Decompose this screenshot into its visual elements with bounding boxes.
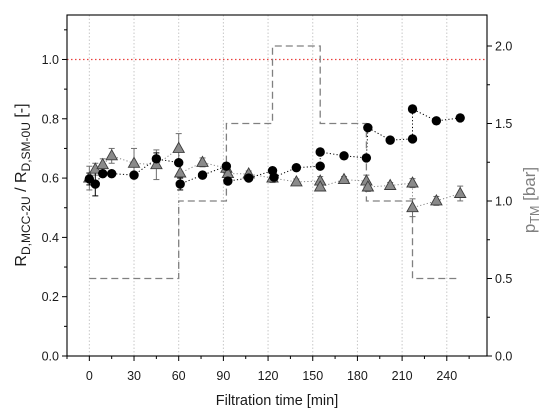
- y-right-tick-label: 0.0: [495, 350, 512, 364]
- circle-marker: [455, 113, 465, 123]
- circle-marker: [361, 153, 372, 163]
- gridlines: [88, 15, 448, 356]
- triangle-marker: [406, 200, 419, 213]
- x-tick-label: 30: [127, 369, 141, 383]
- y-left-tick-label: 0.8: [42, 112, 59, 126]
- y-right-tick-label: 2.0: [495, 40, 512, 54]
- circle-marker: [221, 161, 232, 171]
- x-tick-label: 0: [86, 369, 93, 383]
- y-axis-right-title-subscript: TM: [528, 206, 542, 224]
- circle-marker: [106, 168, 117, 179]
- triangle-marker: [105, 148, 119, 161]
- x-tick-label: 120: [258, 369, 279, 383]
- y-axis-right-title-part: [bar]: [520, 167, 539, 206]
- triangle-series-line: [88, 147, 461, 209]
- triangle-marker: [383, 178, 397, 190]
- circle-marker: [407, 134, 418, 144]
- x-axis-title: Filtration time [min]: [216, 393, 338, 409]
- triangle-marker: [337, 172, 351, 185]
- x-tick-label: 180: [347, 369, 368, 383]
- circle-marker: [315, 147, 325, 157]
- triangle-marker: [196, 155, 209, 167]
- tick-labels: 0 30 60 90 120 150 180 210 240 0.0 0.2 0.4 0.6 0.8 1.0…: [42, 40, 513, 384]
- triangle-marker: [361, 180, 375, 192]
- y-axis-left-title-part: [-]: [13, 103, 30, 122]
- triangle-marker: [453, 186, 467, 198]
- axis-ticks: [62, 29, 492, 361]
- triangle-marker: [96, 157, 110, 170]
- y-axis-left-title-subscript: D,MCC-2U: [19, 196, 33, 255]
- triangle-marker: [430, 193, 443, 206]
- y-left-tick-label: 0.0: [42, 350, 59, 364]
- circle-marker: [151, 154, 162, 164]
- circle-marker: [291, 163, 302, 173]
- y-axis-left-title: RD,MCC-2U / RD,SM-0U [-]: [13, 103, 33, 266]
- x-tick-label: 210: [392, 369, 413, 383]
- plot-frame: [66, 14, 488, 357]
- y-axis-right-title-part: p: [520, 224, 539, 233]
- circle-marker: [90, 179, 100, 189]
- circle-marker: [315, 161, 325, 171]
- circle-marker: [197, 170, 208, 180]
- triangle-marker: [290, 174, 303, 187]
- circle-marker: [223, 176, 233, 186]
- y-right-tick-label: 1.0: [495, 195, 512, 209]
- x-tick-label: 240: [436, 369, 457, 383]
- y-axis-right-title: pTM [bar]: [520, 167, 542, 233]
- circle-marker: [244, 173, 254, 183]
- circle-marker: [98, 168, 108, 179]
- circle-marker: [129, 170, 139, 180]
- circle-marker: [363, 122, 373, 133]
- triangle-marker: [172, 141, 186, 153]
- x-tick-label: 90: [216, 369, 230, 383]
- circle-marker: [174, 157, 184, 168]
- circle-marker: [269, 172, 279, 182]
- y-right-tick-label: 1.5: [495, 117, 512, 131]
- circle-marker: [407, 104, 418, 114]
- y-axis-left-title-subscript: D,SM-0U: [19, 122, 33, 171]
- triangle-marker: [173, 166, 187, 178]
- x-tick-label: 60: [172, 369, 186, 383]
- y-axis-left-title-part: R: [13, 255, 30, 267]
- x-tick-label: 150: [302, 369, 323, 383]
- triangle-marker: [406, 176, 419, 188]
- y-axis-left-title-part: / R: [13, 171, 30, 196]
- y-left-tick-label: 0.6: [42, 172, 59, 186]
- circle-marker: [385, 135, 395, 145]
- triangle-marker: [150, 157, 163, 170]
- triangle-marker: [127, 156, 141, 168]
- triangle-marker: [313, 180, 327, 192]
- y-left-tick-label: 0.2: [42, 290, 59, 304]
- circle-marker: [339, 151, 349, 161]
- circle-marker: [431, 116, 442, 126]
- y-left-tick-label: 1.0: [42, 53, 59, 67]
- data-markers: [82, 104, 467, 213]
- circle-marker: [175, 179, 185, 189]
- y-right-tick-label: 0.5: [495, 272, 512, 286]
- y-left-tick-label: 0.4: [42, 231, 59, 245]
